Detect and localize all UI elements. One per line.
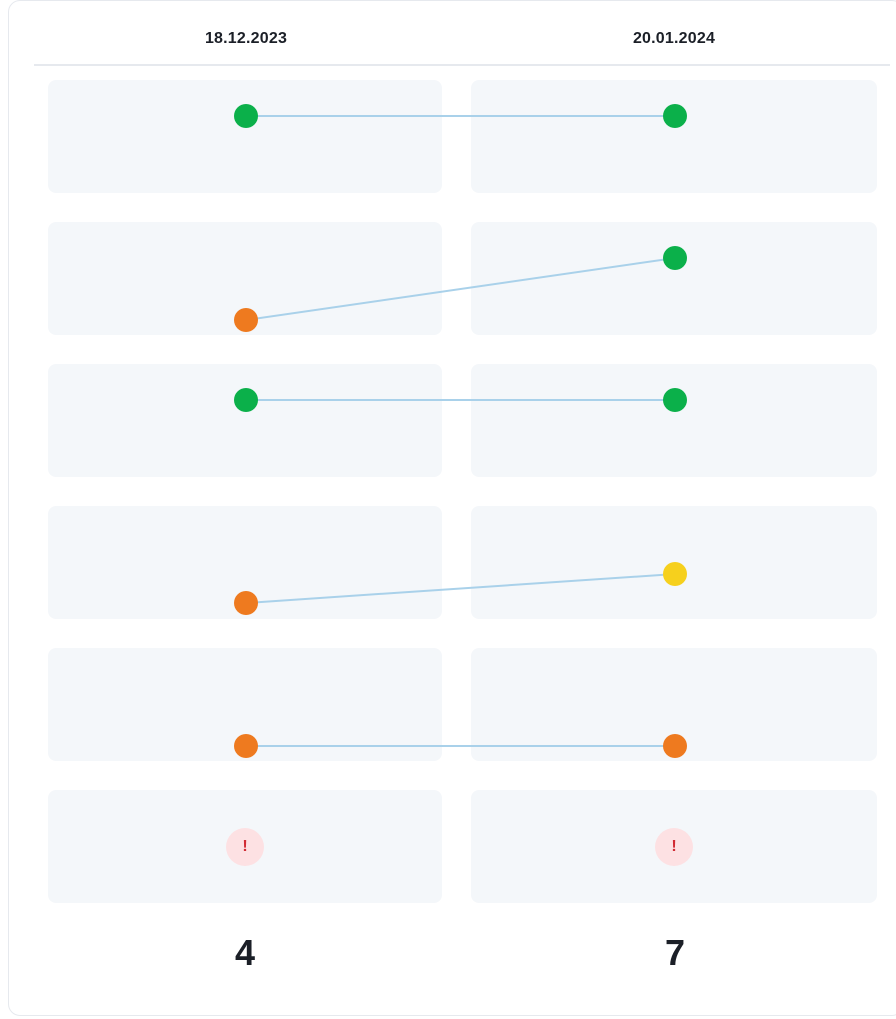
row-3-left-cell[interactable]	[48, 364, 442, 477]
row-3-right-cell[interactable]	[471, 364, 877, 477]
row-1-right-cell[interactable]	[471, 80, 877, 193]
row-2-right-cell[interactable]	[471, 222, 877, 335]
exclamation-icon: !	[671, 838, 677, 855]
error-badge-right[interactable]: !	[655, 828, 693, 866]
row-1-left-cell[interactable]	[48, 80, 442, 193]
column-total-left: 4	[234, 932, 256, 973]
exclamation-icon: !	[242, 838, 248, 855]
error-badge-left[interactable]: !	[226, 828, 264, 866]
column-total-right: 7	[664, 932, 686, 973]
row-5-left-cell[interactable]	[48, 648, 442, 761]
row-4-left-cell[interactable]	[48, 506, 442, 619]
row-4-right-cell[interactable]	[471, 506, 877, 619]
column-date-right: 20.01.2024	[632, 30, 716, 47]
column-date-left: 18.12.2023	[204, 30, 288, 47]
row-2-left-cell[interactable]	[48, 222, 442, 335]
date-header: 18.12.2023 20.01.2024	[34, 18, 890, 66]
row-5-right-cell[interactable]	[471, 648, 877, 761]
